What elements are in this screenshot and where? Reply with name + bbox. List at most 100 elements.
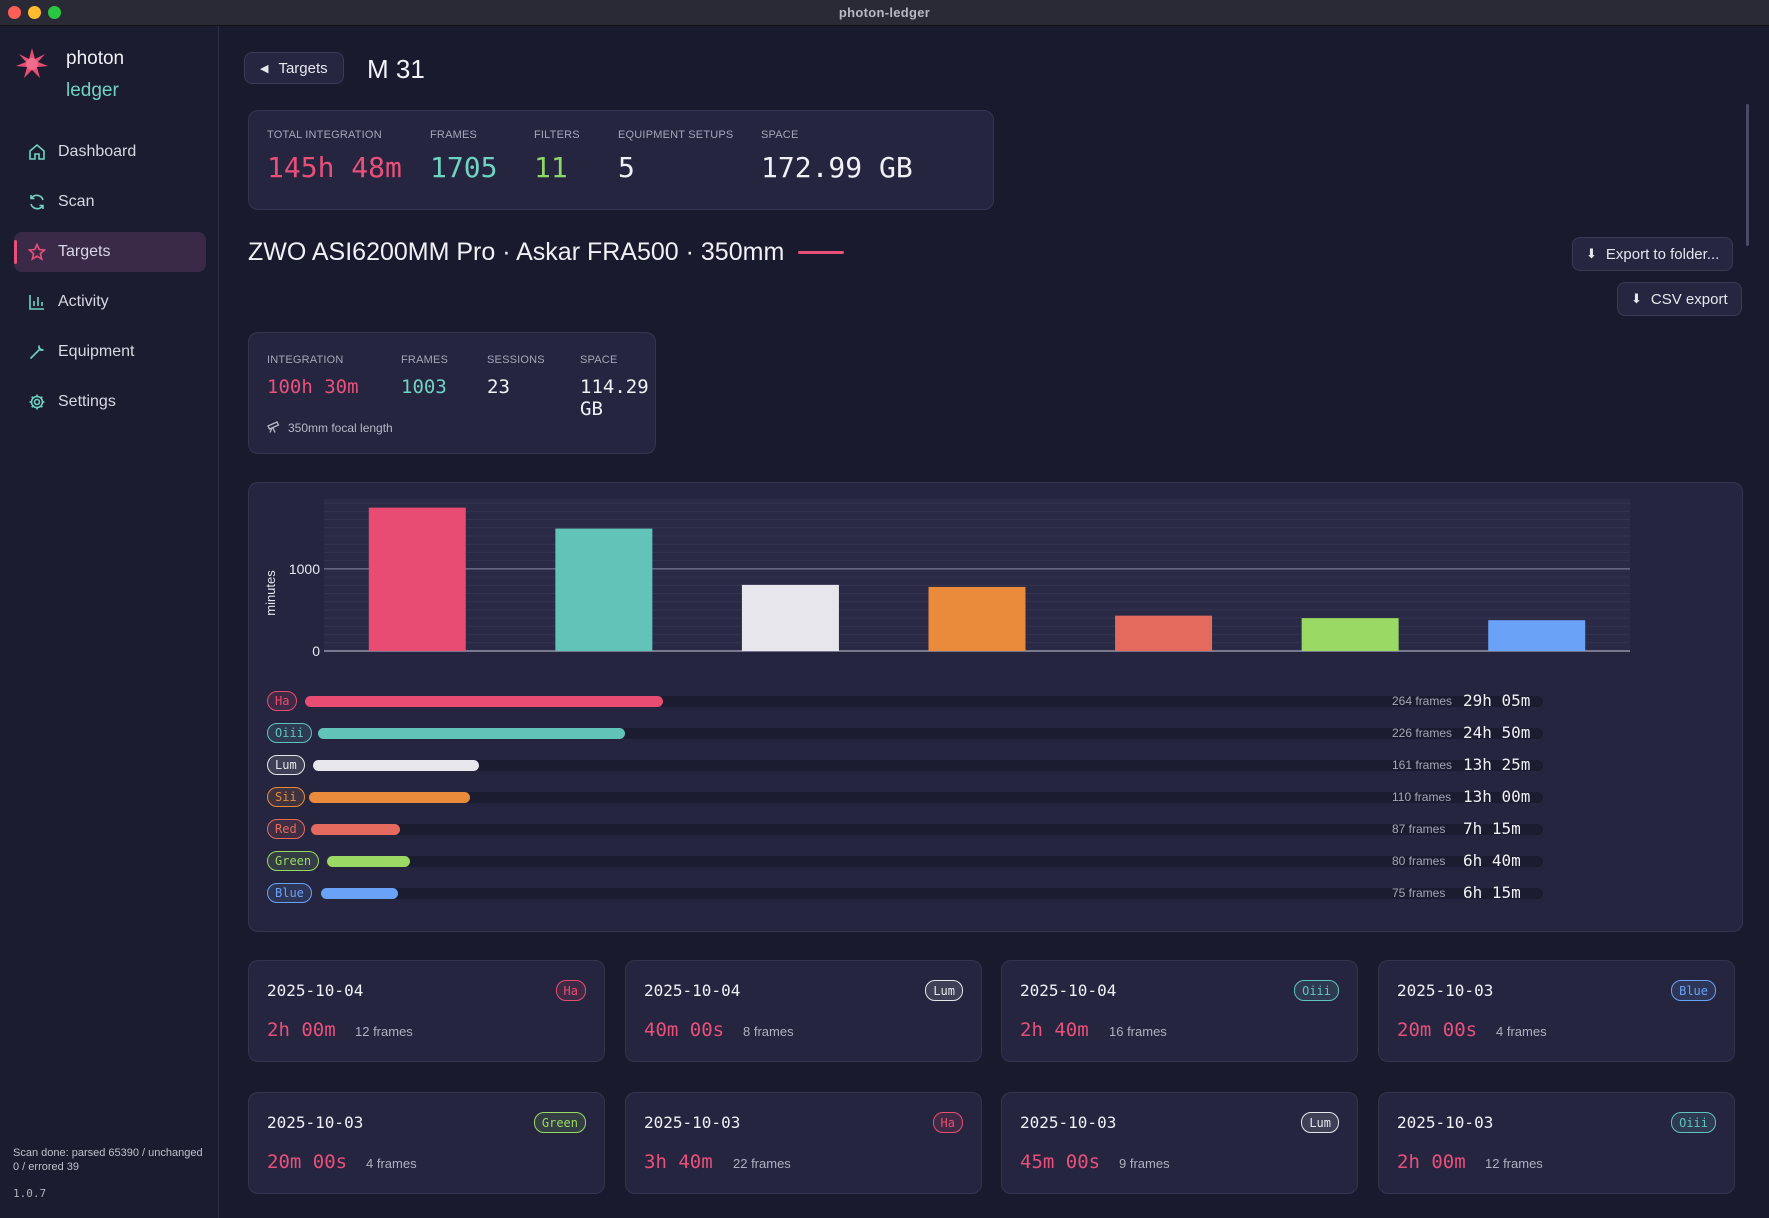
close-window-button[interactable] <box>8 6 21 19</box>
session-date: 2025-10-03 <box>1397 981 1494 1000</box>
sidebar-item-scan[interactable]: Scan <box>14 182 206 222</box>
filter-duration: 24h 50m <box>1463 723 1531 742</box>
filter-duration: 7h 15m <box>1463 819 1521 838</box>
download-icon: ⬇ <box>1631 291 1642 306</box>
filter-tag-oiii[interactable]: Oiii <box>267 723 312 743</box>
session-card[interactable]: 2025-10-04 Oiii 2h 40m 16 frames <box>1001 960 1358 1062</box>
bar-chart-icon <box>28 293 46 311</box>
session-duration: 3h 40m <box>644 1151 713 1173</box>
session-duration: 2h 00m <box>1397 1151 1466 1173</box>
filter-progress-fill <box>327 856 410 867</box>
session-filter-tag: Lum <box>1301 1112 1339 1133</box>
sidebar-item-label: Scan <box>58 193 95 210</box>
filter-row-blue: Blue 75 frames 6h 15m <box>267 883 1737 905</box>
focal-length-note: 350mm focal length <box>267 420 393 436</box>
session-filter-tag: Blue <box>1671 980 1716 1001</box>
session-duration: 20m 00s <box>1397 1019 1478 1041</box>
setup-summary-card: INTEGRATION 100h 30m FRAMES 1003 SESSION… <box>248 332 656 454</box>
sidebar-item-equipment[interactable]: Equipment <box>14 332 206 372</box>
star-icon <box>28 243 46 261</box>
filter-progress-fill <box>313 760 479 771</box>
equipment-setup-title: ZWO ASI6200MM Pro · Askar FRA500 · 350mm <box>248 238 845 267</box>
brand-name-line1: photon <box>66 48 125 69</box>
session-filter-tag: Oiii <box>1294 980 1339 1001</box>
filter-progress-track <box>313 760 1543 771</box>
minimize-window-button[interactable] <box>28 6 41 19</box>
filter-row-ha: Ha 264 frames 29h 05m <box>267 691 1737 713</box>
sidebar-item-label: Settings <box>58 393 116 410</box>
session-card[interactable]: 2025-10-03 Green 20m 00s 4 frames <box>248 1092 605 1194</box>
session-frame-count: 4 frames <box>366 1156 417 1171</box>
session-card[interactable]: 2025-10-03 Lum 45m 00s 9 frames <box>1001 1092 1358 1194</box>
filter-row-lum: Lum 161 frames 13h 25m <box>267 755 1737 777</box>
setup-sessions-stat: SESSIONS 23 <box>487 354 545 398</box>
sidebar-item-dashboard[interactable]: Dashboard <box>14 132 206 172</box>
title-bar: photon-ledger <box>0 0 1769 26</box>
logo-icon <box>16 48 48 78</box>
sidebar-item-label: Dashboard <box>58 143 137 160</box>
chart-y-tick-label: 0 <box>312 643 320 659</box>
back-to-targets-button[interactable]: ◀ Targets <box>244 52 344 84</box>
download-icon: ⬇ <box>1586 246 1597 261</box>
chart-bar-sii[interactable] <box>928 586 1026 651</box>
session-card[interactable]: 2025-10-03 Oiii 2h 00m 12 frames <box>1378 1092 1735 1194</box>
filter-progress-track <box>327 856 1543 867</box>
filter-duration: 13h 00m <box>1463 787 1531 806</box>
sidebar-item-activity[interactable]: Activity <box>14 282 206 322</box>
setup-integration-stat: INTEGRATION 100h 30m <box>267 354 359 398</box>
setup-space-stat: SPACE 114.29 GB <box>580 354 649 420</box>
session-card[interactable]: 2025-10-04 Lum 40m 00s 8 frames <box>625 960 982 1062</box>
chart-bar-ha[interactable] <box>368 507 466 651</box>
sidebar-nav: Dashboard Scan Targets Activity Equipmen… <box>14 132 206 432</box>
filter-progress-track <box>318 728 1543 739</box>
setup-frames-stat: FRAMES 1003 <box>401 354 449 398</box>
chart-bar-lum[interactable] <box>741 584 839 651</box>
filter-tag-blue[interactable]: Blue <box>267 883 312 903</box>
session-date: 2025-10-04 <box>644 981 741 1000</box>
filter-row-red: Red 87 frames 7h 15m <box>267 819 1737 841</box>
version-label: 1.0.7 <box>13 1187 47 1200</box>
filter-frame-count: 161 frames <box>1392 758 1453 772</box>
filter-tag-lum[interactable]: Lum <box>267 755 305 775</box>
filter-tag-red[interactable]: Red <box>267 819 305 839</box>
session-card[interactable]: 2025-10-03 Ha 3h 40m 22 frames <box>625 1092 982 1194</box>
home-icon <box>28 143 46 161</box>
chart-bar-blue[interactable] <box>1488 620 1586 651</box>
scrollbar[interactable] <box>1746 104 1749 246</box>
filter-tag-green[interactable]: Green <box>267 851 320 871</box>
integration-bar-chart: minutes 0 1000 <box>263 499 1630 659</box>
chart-y-tick-label: 1000 <box>289 561 320 577</box>
filter-progress-track <box>309 792 1543 803</box>
total-integration-stat: TOTAL INTEGRATION 145h 48m <box>267 129 402 184</box>
session-frame-count: 22 frames <box>733 1156 791 1171</box>
filter-progress-fill <box>318 728 625 739</box>
csv-export-button[interactable]: ⬇ CSV export <box>1617 282 1742 316</box>
export-to-folder-button[interactable]: ⬇ Export to folder... <box>1572 237 1734 271</box>
session-filter-tag: Oiii <box>1671 1112 1716 1133</box>
filter-tag-ha[interactable]: Ha <box>267 691 298 711</box>
filter-progress-track <box>311 824 1543 835</box>
back-button-label: Targets <box>278 59 328 77</box>
frames-stat: FRAMES 1705 <box>430 129 498 184</box>
maximize-window-button[interactable] <box>48 6 61 19</box>
filter-tag-sii[interactable]: Sii <box>267 787 305 807</box>
session-frame-count: 12 frames <box>355 1024 413 1039</box>
filter-frame-count: 110 frames <box>1392 790 1452 804</box>
session-card[interactable]: 2025-10-04 Ha 2h 00m 12 frames <box>248 960 605 1062</box>
session-card[interactable]: 2025-10-03 Blue 20m 00s 4 frames <box>1378 960 1735 1062</box>
session-date: 2025-10-04 <box>267 981 364 1000</box>
filter-frame-count: 80 frames <box>1392 854 1446 868</box>
filter-progress-fill <box>321 888 398 899</box>
scan-status-text: Scan done: parsed 65390 / unchanged 0 / … <box>13 1147 203 1173</box>
session-date: 2025-10-04 <box>1020 981 1117 1000</box>
chart-bar-oiii[interactable] <box>555 528 653 651</box>
sidebar-item-settings[interactable]: Settings <box>14 382 206 422</box>
sidebar-item-targets[interactable]: Targets <box>14 232 206 272</box>
chart-bar-red[interactable] <box>1115 615 1213 651</box>
refresh-icon <box>28 193 46 211</box>
chart-bar-green[interactable] <box>1301 618 1399 651</box>
filter-row-green: Green 80 frames 6h 40m <box>267 851 1737 873</box>
session-frame-count: 12 frames <box>1485 1156 1543 1171</box>
sidebar-item-label: Activity <box>58 293 109 310</box>
session-duration: 2h 00m <box>267 1019 336 1041</box>
